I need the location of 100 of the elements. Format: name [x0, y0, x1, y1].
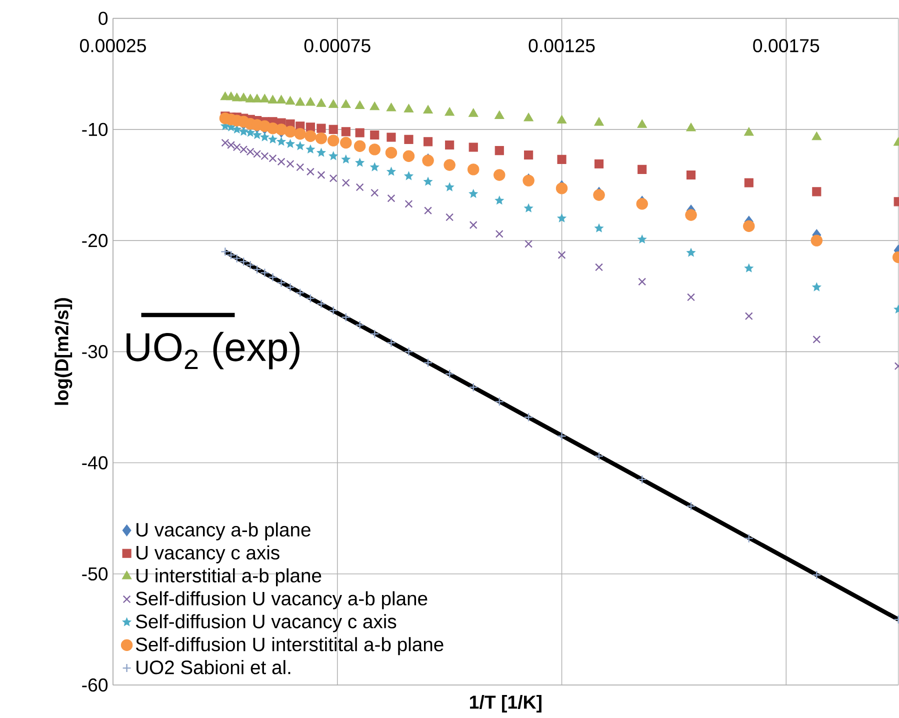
point [404, 200, 413, 208]
point [557, 432, 566, 441]
point [370, 130, 380, 140]
point [354, 140, 366, 152]
point [328, 99, 338, 108]
point [328, 306, 338, 316]
point [524, 112, 534, 122]
point [636, 198, 648, 210]
point [252, 94, 262, 102]
point [341, 99, 351, 108]
point [285, 138, 296, 148]
point [317, 171, 326, 179]
x-axis-title: 1/T [1/K] [470, 695, 542, 712]
legend-label: UO2 Sabioni et al. [136, 660, 290, 674]
point [355, 128, 364, 138]
point [424, 137, 433, 146]
y-tick-label: 0 [98, 12, 108, 25]
legend-label: U interstitial a-b plane [136, 568, 322, 586]
point [355, 158, 365, 167]
point [232, 92, 242, 102]
point [686, 122, 696, 132]
point [468, 382, 478, 392]
y-tick-label: -30 [82, 345, 108, 358]
point [638, 278, 646, 286]
point [268, 134, 278, 144]
point [637, 119, 647, 128]
point [260, 268, 270, 278]
y-axis-title: log(D[m2/s]) [54, 298, 72, 405]
point [744, 263, 754, 272]
x-tick-label: 0.00025 [80, 39, 146, 52]
point [328, 124, 338, 134]
point [524, 150, 534, 160]
point [524, 203, 534, 212]
y-tick-label: -60 [82, 678, 108, 692]
point [444, 182, 454, 192]
point [268, 272, 278, 282]
point [469, 221, 478, 229]
point [295, 141, 305, 150]
point [295, 97, 306, 106]
legend-label: U vacancy c axis [136, 545, 280, 564]
x-tick-label: 0.00125 [528, 39, 595, 52]
point [423, 104, 433, 114]
point [306, 122, 315, 132]
point [402, 150, 415, 162]
point [494, 195, 504, 205]
point [285, 96, 296, 105]
point [423, 176, 433, 186]
point [638, 474, 647, 484]
point [594, 117, 604, 126]
point [296, 288, 305, 298]
point [593, 189, 605, 201]
y-tick-label: -50 [82, 567, 108, 581]
legend-label: Self-diffusion U vacancy c axis [136, 614, 396, 632]
point [594, 452, 604, 461]
point [468, 108, 478, 117]
point [340, 136, 352, 149]
point [356, 183, 364, 192]
point [355, 320, 364, 330]
point [744, 178, 754, 188]
point [315, 132, 328, 144]
point [686, 502, 696, 511]
point [276, 94, 286, 104]
point [685, 209, 697, 221]
point [284, 126, 296, 138]
point [370, 102, 380, 110]
point [385, 146, 398, 159]
point [686, 248, 696, 257]
point [306, 144, 316, 154]
point [260, 132, 270, 142]
point [594, 159, 604, 168]
point [494, 397, 504, 406]
point [743, 220, 755, 232]
point [446, 213, 454, 222]
point [276, 278, 286, 288]
point [306, 294, 316, 303]
point [386, 102, 396, 112]
point [423, 358, 433, 368]
point [444, 159, 456, 171]
point [329, 174, 338, 182]
point [744, 127, 754, 136]
point [238, 92, 248, 102]
point [294, 128, 306, 140]
point [238, 126, 248, 136]
point [386, 132, 396, 142]
point [424, 206, 432, 215]
series-label: UO$_{2}$ (exp) [126, 332, 300, 370]
point [276, 136, 286, 146]
point [368, 144, 381, 156]
point [341, 312, 351, 322]
point [557, 154, 566, 164]
point [468, 188, 478, 198]
point [404, 347, 414, 356]
point [296, 163, 304, 172]
point [306, 168, 314, 176]
point [370, 162, 380, 172]
point [306, 97, 316, 106]
point [638, 164, 647, 174]
y-tick-label: -10 [82, 122, 108, 136]
point [812, 282, 822, 292]
point [316, 124, 326, 133]
